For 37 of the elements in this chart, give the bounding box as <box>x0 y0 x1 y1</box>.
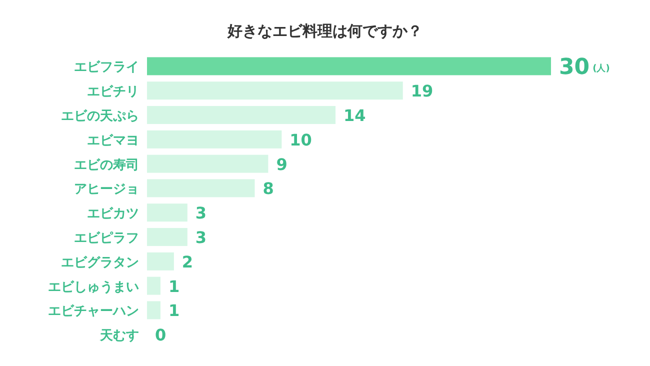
bar <box>147 204 188 222</box>
data-label: 1 <box>168 301 180 320</box>
bar <box>147 252 174 270</box>
data-label: 19 <box>410 82 434 101</box>
bar <box>147 82 403 100</box>
bar <box>147 276 160 295</box>
data-label: 0 <box>155 326 166 345</box>
data-label: 9 <box>276 154 288 174</box>
bar <box>147 57 551 76</box>
bar <box>147 154 268 173</box>
chart-title: 好きなエビ料理は何ですか？ <box>226 22 422 40</box>
data-label: 14 <box>344 106 366 125</box>
y-tick-label: エビの天ぷら <box>61 109 139 124</box>
y-tick-label: エビの寿司 <box>74 158 139 173</box>
y-tick-label: エビフライ <box>74 60 139 76</box>
text: (人) <box>592 63 610 74</box>
y-tick-label: エビグラタン <box>61 255 139 270</box>
y-tick-label: エビカツ <box>87 206 139 222</box>
bar <box>147 130 282 148</box>
data-label: 3 <box>195 228 207 247</box>
data-label: 1 <box>168 276 180 296</box>
y-tick-label: エビチリ <box>87 84 139 100</box>
data-label: 3 <box>195 204 207 223</box>
data-label: 2 <box>182 252 194 272</box>
bar <box>147 106 336 124</box>
data-label: 8 <box>262 179 274 198</box>
bar <box>147 301 160 320</box>
data-label: 10 <box>290 130 312 150</box>
y-tick-label: エビピラフ <box>74 231 139 246</box>
bar <box>147 179 255 198</box>
y-tick-label: 天むす <box>99 328 139 344</box>
y-tick-label: エビマヨ <box>87 133 139 148</box>
y-tick-label: エビチャーハン <box>48 304 139 320</box>
data-label: 30 <box>559 55 590 80</box>
y-tick-label: アヒージョ <box>74 182 139 198</box>
bar <box>147 228 188 246</box>
y-tick-label: エビしゅうまい <box>48 280 139 295</box>
